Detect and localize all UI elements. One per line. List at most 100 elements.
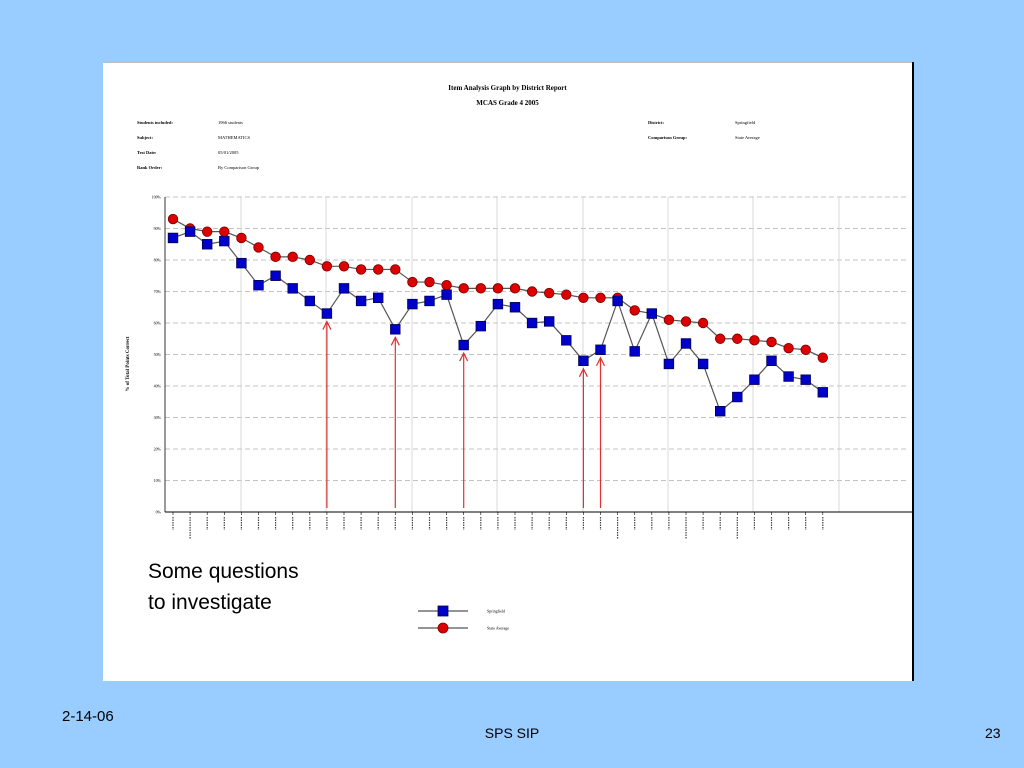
district-point [321, 308, 333, 319]
district-point [732, 391, 743, 403]
footer-date: 2-14-06 [62, 708, 114, 725]
state-point [749, 335, 760, 346]
district-point [783, 371, 794, 382]
district-point [715, 405, 726, 417]
legend-label-district: Springfield [487, 609, 505, 614]
district-label: District: [648, 120, 664, 125]
rank-order-value: By Comparison Group [218, 165, 259, 170]
state-point [475, 283, 487, 294]
district-point [749, 374, 760, 385]
district-point [544, 316, 555, 327]
district-point [253, 279, 264, 291]
state-point [595, 292, 606, 304]
state-point [219, 226, 230, 237]
state-point [253, 242, 264, 253]
district-point [355, 295, 367, 307]
state-point [390, 264, 401, 275]
y-tick-label: 0% [156, 510, 162, 515]
state-point [800, 344, 811, 355]
students-label: Students included: [137, 120, 173, 125]
district-value: Springfield [735, 120, 756, 125]
district-point [219, 235, 230, 247]
state-point [407, 276, 418, 288]
district-point [304, 295, 316, 307]
state-point [578, 292, 589, 304]
district-point [817, 387, 829, 398]
state-point [783, 343, 794, 354]
state-point [817, 352, 829, 363]
series-line-district [172, 230, 824, 413]
state-point [544, 287, 555, 299]
state-point [321, 261, 333, 272]
district-point [287, 283, 298, 294]
page-number: 23 [985, 725, 1001, 741]
district-point [766, 355, 777, 367]
highlight-arrow-head [459, 351, 469, 362]
comparison-group-label: Comparison Group: [648, 135, 688, 140]
district-point [646, 308, 658, 319]
y-tick-label: 30% [154, 415, 162, 420]
district-point [680, 338, 692, 349]
district-point [509, 302, 521, 313]
y-tick-label: 20% [154, 447, 162, 452]
district-point [492, 298, 504, 310]
y-tick-label: 100% [152, 195, 162, 200]
district-point [424, 295, 435, 307]
district-point [270, 270, 281, 281]
district-point [629, 346, 640, 357]
district-point [338, 283, 350, 294]
district-point [201, 239, 213, 250]
district-point [372, 292, 384, 304]
state-point [663, 314, 675, 326]
state-point [424, 276, 435, 288]
callout-line-2: to investigate [148, 591, 272, 614]
state-point [355, 264, 367, 275]
report-title: Item Analysis Graph by District Report [448, 84, 567, 92]
comparison-group-value: State Average [735, 135, 760, 140]
state-point [492, 283, 504, 294]
report-right-border [912, 62, 914, 681]
y-tick-label: 10% [154, 478, 162, 483]
highlight-arrow-head [390, 335, 400, 346]
report-page [103, 62, 912, 681]
state-point [441, 280, 452, 291]
district-point [526, 317, 538, 329]
state-point [373, 264, 384, 275]
state-point [304, 254, 316, 266]
district-point [663, 358, 675, 370]
y-tick-label: 40% [154, 384, 162, 389]
report-subtitle: MCAS Grade 4 2005 [476, 99, 539, 107]
district-point [458, 339, 469, 351]
state-point [629, 305, 640, 316]
state-point [236, 232, 247, 244]
district-point [612, 295, 623, 307]
footer-title: SPS SIP [484, 725, 540, 741]
state-point [338, 261, 350, 272]
district-point [184, 226, 196, 237]
state-point [270, 251, 281, 263]
y-tick-label: 60% [154, 321, 162, 326]
state-point [732, 333, 743, 344]
callout-line-1: Some questions [148, 560, 299, 583]
test-date-value: 05/01/2005 [218, 150, 239, 155]
state-point [561, 289, 572, 300]
district-point [578, 355, 589, 367]
callout-text: Some questions to investigate [148, 556, 348, 618]
district-point [390, 324, 401, 335]
y-tick-label: 50% [154, 352, 162, 357]
district-point [561, 335, 572, 346]
subject-value: MATHEMATICS [218, 135, 251, 140]
district-point [236, 257, 247, 269]
legend-marker-state [437, 622, 449, 634]
y-tick-label: 90% [154, 226, 162, 231]
state-point [526, 286, 538, 297]
state-point [697, 317, 709, 329]
state-point [715, 333, 726, 344]
highlight-arrow-head [595, 356, 606, 367]
subject-label: Subject: [137, 135, 153, 140]
test-date-label: Test Date: [137, 150, 157, 155]
highlight-arrow-head [578, 367, 588, 378]
state-point [509, 283, 521, 294]
y-tick-label: 80% [154, 258, 162, 263]
